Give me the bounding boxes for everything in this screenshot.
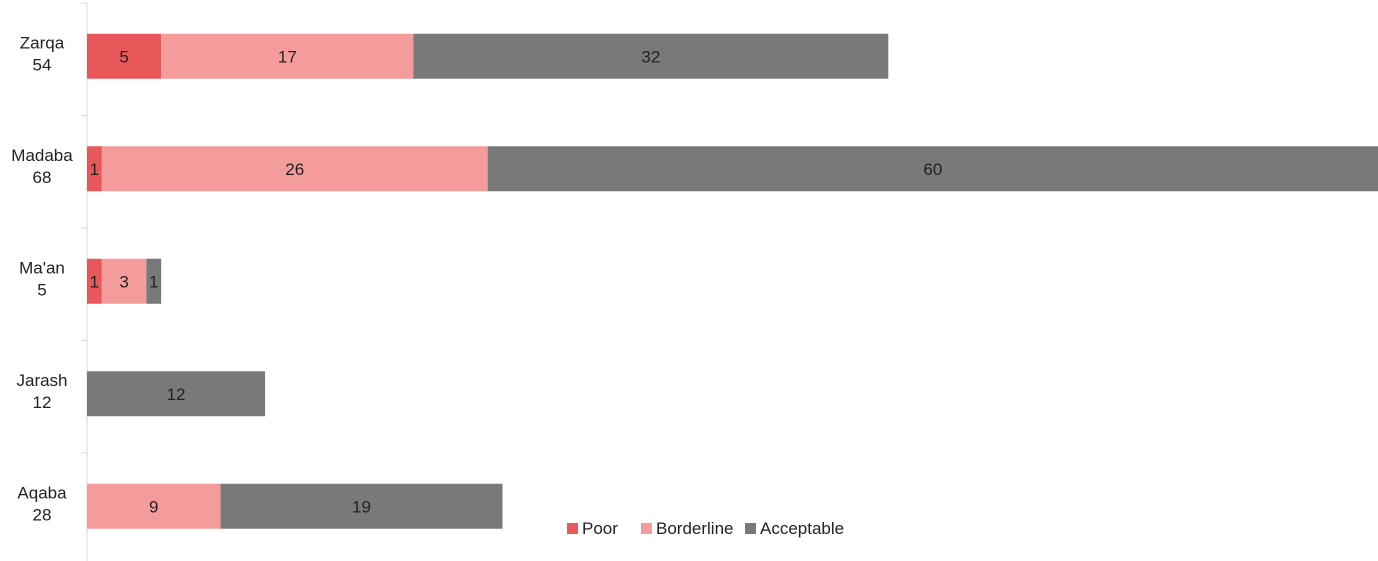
bar-segment-borderline xyxy=(87,483,221,529)
bar-segment-poor xyxy=(87,146,102,192)
bar-segment-poor xyxy=(87,258,102,304)
bar-segment-acceptable xyxy=(220,483,503,529)
category-total: 28 xyxy=(33,505,52,524)
data-labels-layer: 5 17 32 1 26 60 1 3 1 12 9 19 xyxy=(90,47,943,516)
category-total: 12 xyxy=(33,393,52,412)
data-label: 1 xyxy=(90,272,99,291)
category-label: Zarqa 54 xyxy=(20,33,65,74)
legend-swatch xyxy=(567,523,578,534)
bars-layer xyxy=(87,33,1378,529)
data-label: 5 xyxy=(119,47,128,66)
data-label: 19 xyxy=(352,497,371,516)
bar-segment-acceptable xyxy=(413,33,889,79)
bar-segment-borderline xyxy=(161,33,414,79)
legend-item-borderline: Borderline xyxy=(641,519,734,538)
category-name: Zarqa xyxy=(20,33,65,52)
data-label: 1 xyxy=(149,272,158,291)
legend-label: Acceptable xyxy=(760,519,844,538)
legend-item-poor: Poor xyxy=(567,519,618,538)
category-name: Madaba xyxy=(11,146,73,165)
category-total: 54 xyxy=(33,55,52,74)
data-label: 12 xyxy=(167,385,186,404)
bar-segment-acceptable xyxy=(146,258,162,304)
data-label: 3 xyxy=(119,272,128,291)
axis-layer xyxy=(81,2,88,561)
data-label: 60 xyxy=(923,160,942,179)
category-label: Ma'an 5 xyxy=(19,258,65,299)
legend-label: Poor xyxy=(582,519,618,538)
bar-segment-borderline xyxy=(101,146,488,192)
category-total: 5 xyxy=(37,280,46,299)
legend: Poor Borderline Acceptable xyxy=(567,519,844,538)
legend-swatch xyxy=(641,523,652,534)
bar-segment-poor xyxy=(87,33,162,79)
category-labels-layer: Zarqa 54 Madaba 68 Ma'an 5 Jarash 12 Aqaba 28 xyxy=(11,33,73,524)
category-name: Ma'an xyxy=(19,258,65,277)
data-label: 1 xyxy=(90,160,99,179)
data-label: 32 xyxy=(641,47,660,66)
data-label: 9 xyxy=(149,497,158,516)
category-name: Aqaba xyxy=(17,483,67,502)
category-name: Jarash xyxy=(16,371,67,390)
bar-segment-borderline xyxy=(101,258,147,304)
legend-swatch xyxy=(745,523,756,534)
bar-segment-acceptable xyxy=(487,146,1378,192)
data-label: 26 xyxy=(285,160,304,179)
category-label: Aqaba 28 xyxy=(17,483,67,524)
category-label: Jarash 12 xyxy=(16,371,67,412)
legend-item-acceptable: Acceptable xyxy=(745,519,844,538)
legend-label: Borderline xyxy=(656,519,734,538)
category-total: 68 xyxy=(33,168,52,187)
bar-segment-acceptable xyxy=(87,371,266,417)
data-label: 17 xyxy=(278,47,297,66)
category-label: Madaba 68 xyxy=(11,146,73,187)
